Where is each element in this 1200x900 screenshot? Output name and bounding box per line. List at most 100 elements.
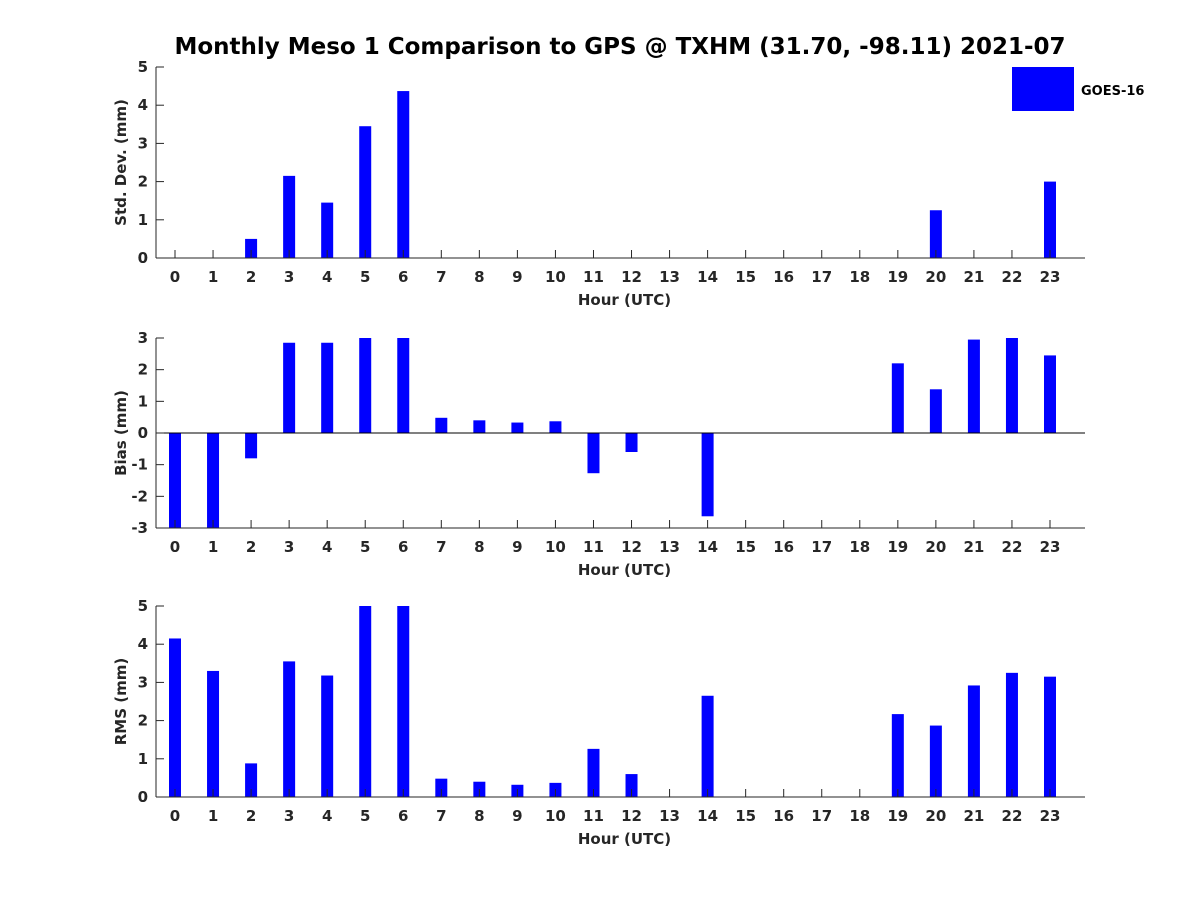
x-tick-label: 20 xyxy=(925,807,946,825)
y-tick-label: 5 xyxy=(138,597,148,615)
x-tick-label: 19 xyxy=(887,268,908,286)
bar-bias-4 xyxy=(321,342,334,433)
y-tick-label: 0 xyxy=(138,788,148,806)
x-tick-label: 16 xyxy=(773,807,794,825)
chart-title: Monthly Meso 1 Comparison to GPS @ TXHM … xyxy=(174,34,1065,60)
x-tick-label: 4 xyxy=(322,538,332,556)
y-tick-label: 2 xyxy=(138,173,148,191)
x-tick-label: 6 xyxy=(398,538,408,556)
legend-swatch xyxy=(1012,67,1074,111)
x-axis-label: Hour (UTC) xyxy=(578,561,671,579)
y-axis-label: RMS (mm) xyxy=(112,658,130,745)
x-tick-label: 2 xyxy=(246,268,256,286)
x-tick-label: 22 xyxy=(1002,807,1023,825)
bar-std-dev-2 xyxy=(245,238,258,258)
x-tick-label: 5 xyxy=(360,538,370,556)
x-tick-label: 20 xyxy=(925,268,946,286)
x-tick-label: 15 xyxy=(735,538,756,556)
x-tick-label: 17 xyxy=(811,268,832,286)
x-tick-label: 14 xyxy=(697,807,718,825)
y-tick-label: 2 xyxy=(138,712,148,730)
x-tick-label: 6 xyxy=(398,807,408,825)
y-tick-label: 0 xyxy=(138,249,148,267)
x-tick-label: 18 xyxy=(849,807,870,825)
y-tick-label: 1 xyxy=(138,211,148,229)
x-tick-label: 1 xyxy=(208,268,218,286)
x-tick-label: 18 xyxy=(849,538,870,556)
x-tick-label: 8 xyxy=(474,538,484,556)
x-tick-label: 14 xyxy=(697,268,718,286)
bar-rms-11 xyxy=(587,748,600,797)
x-axis-label: Hour (UTC) xyxy=(578,291,671,309)
bar-std-dev-23 xyxy=(1044,181,1056,258)
y-tick-label: 3 xyxy=(138,673,148,691)
x-tick-label: 13 xyxy=(659,268,680,286)
bar-std-dev-20 xyxy=(929,210,942,258)
bar-rms-20 xyxy=(929,725,942,797)
y-tick-label: -1 xyxy=(131,456,148,474)
x-tick-label: 2 xyxy=(246,538,256,556)
bar-rms-1 xyxy=(207,670,220,797)
x-tick-label: 20 xyxy=(925,538,946,556)
x-tick-label: 7 xyxy=(436,268,446,286)
bar-rms-4 xyxy=(321,675,334,797)
x-tick-label: 23 xyxy=(1040,538,1061,556)
bar-bias-1 xyxy=(207,433,220,528)
bar-bias-7 xyxy=(435,417,448,433)
x-tick-label: 13 xyxy=(659,807,680,825)
bar-rms-3 xyxy=(283,661,296,797)
bar-bias-8 xyxy=(473,420,486,433)
x-tick-label: 14 xyxy=(697,538,718,556)
x-tick-label: 15 xyxy=(735,268,756,286)
x-tick-label: 21 xyxy=(963,807,984,825)
bar-rms-21 xyxy=(967,685,980,797)
x-tick-label: 3 xyxy=(284,807,294,825)
y-tick-label: 0 xyxy=(138,424,148,442)
x-tick-label: 12 xyxy=(621,268,642,286)
x-tick-label: 11 xyxy=(583,807,604,825)
bar-bias-11 xyxy=(587,433,600,474)
x-tick-label: 12 xyxy=(621,538,642,556)
bar-bias-10 xyxy=(549,421,562,433)
y-tick-label: 3 xyxy=(138,134,148,152)
y-tick-label: -3 xyxy=(131,519,148,537)
x-tick-label: 4 xyxy=(322,268,332,286)
x-tick-label: 1 xyxy=(208,538,218,556)
x-tick-label: 18 xyxy=(849,268,870,286)
x-tick-label: 19 xyxy=(887,807,908,825)
x-tick-label: 9 xyxy=(512,538,522,556)
bar-bias-9 xyxy=(511,422,524,433)
x-tick-label: 5 xyxy=(360,807,370,825)
x-tick-label: 22 xyxy=(1002,538,1023,556)
x-tick-label: 10 xyxy=(545,268,566,286)
x-tick-label: 0 xyxy=(170,538,180,556)
bar-bias-2 xyxy=(245,433,258,459)
x-tick-label: 3 xyxy=(284,268,294,286)
x-tick-label: 11 xyxy=(583,268,604,286)
x-tick-label: 9 xyxy=(512,807,522,825)
bar-rms-5 xyxy=(359,606,372,797)
bar-std-dev-4 xyxy=(321,202,334,258)
x-tick-label: 8 xyxy=(474,268,484,286)
bar-rms-23 xyxy=(1044,676,1056,797)
bar-rms-22 xyxy=(1005,672,1018,797)
x-tick-label: 23 xyxy=(1040,268,1061,286)
x-tick-label: 0 xyxy=(170,268,180,286)
x-tick-label: 11 xyxy=(583,538,604,556)
x-tick-label: 0 xyxy=(170,807,180,825)
legend: GOES-16 xyxy=(1012,67,1144,111)
y-tick-label: 1 xyxy=(138,392,148,410)
bar-rms-2 xyxy=(245,763,258,797)
bar-rms-7 xyxy=(435,778,448,797)
y-tick-label: 3 xyxy=(138,329,148,347)
y-tick-label: -2 xyxy=(131,487,148,505)
bar-bias-19 xyxy=(891,363,904,433)
x-tick-label: 17 xyxy=(811,807,832,825)
x-tick-label: 5 xyxy=(360,268,370,286)
x-tick-label: 16 xyxy=(773,538,794,556)
bar-rms-19 xyxy=(891,714,904,797)
